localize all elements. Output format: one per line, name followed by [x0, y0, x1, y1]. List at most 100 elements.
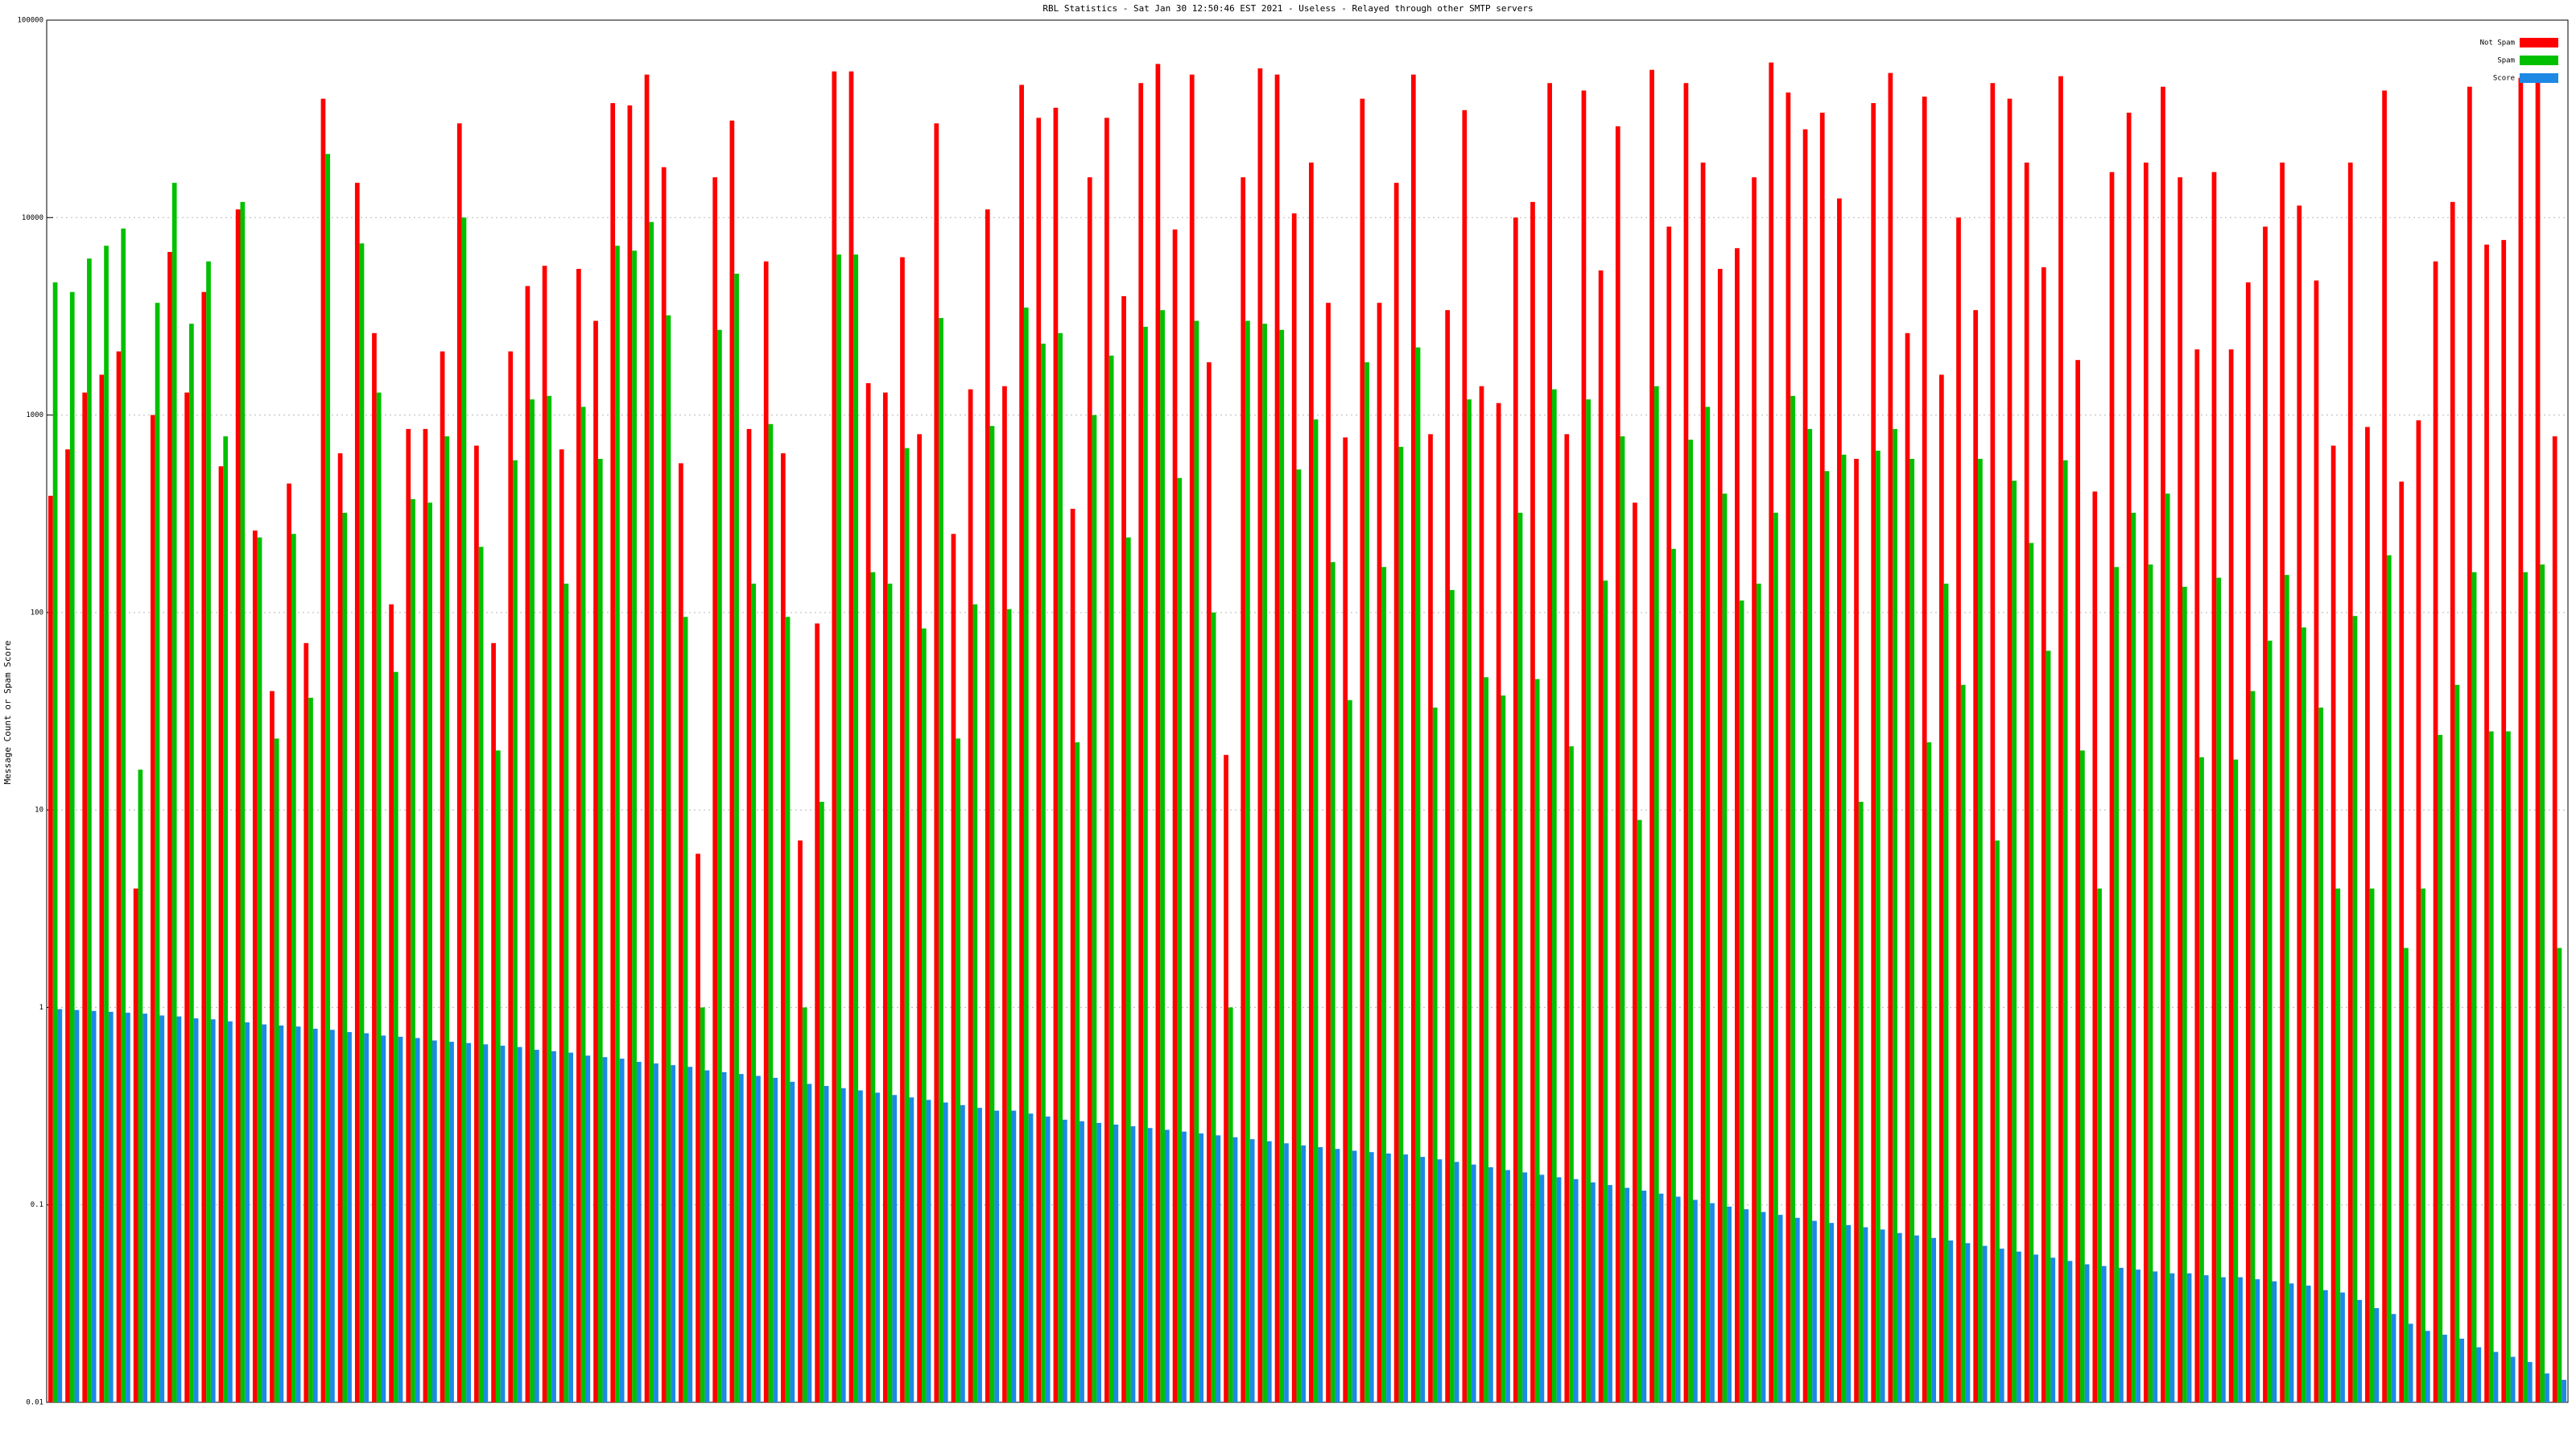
y-tick-label: 10000 — [22, 214, 43, 222]
bar — [1978, 458, 1983, 1402]
bar — [559, 449, 564, 1402]
bar — [721, 1071, 727, 1402]
bar — [1871, 103, 1876, 1402]
bar — [201, 291, 207, 1403]
bar — [1019, 85, 1024, 1403]
bar — [751, 584, 757, 1402]
y-tick-label: 1 — [39, 1004, 43, 1012]
bar — [517, 1046, 522, 1402]
bar — [461, 217, 467, 1403]
bar — [2459, 1338, 2465, 1402]
bar — [1053, 107, 1059, 1403]
bar — [2488, 731, 2494, 1402]
bar — [1683, 83, 1689, 1402]
bar — [1479, 386, 1484, 1403]
bar — [1194, 320, 1199, 1402]
y-axis-label: Message Count or Spam Score — [2, 641, 13, 785]
bar — [602, 1057, 608, 1402]
bar — [1513, 217, 1518, 1403]
bar — [968, 389, 973, 1402]
bar — [892, 1095, 898, 1402]
bar — [2272, 1281, 2277, 1402]
bar — [2211, 171, 2217, 1402]
bar — [756, 1075, 761, 1402]
bar — [1092, 415, 1097, 1402]
bar — [1603, 580, 1608, 1402]
bar — [189, 324, 194, 1402]
bar — [848, 71, 854, 1403]
bar — [171, 183, 177, 1403]
bar — [210, 1019, 216, 1402]
bar — [65, 449, 70, 1402]
bar — [1393, 183, 1399, 1403]
bar — [802, 1007, 807, 1402]
bar — [376, 392, 382, 1402]
bar — [1569, 746, 1574, 1402]
legend-label: Spam — [2497, 57, 2515, 65]
bar — [2169, 1273, 2175, 1402]
legend-swatch — [2520, 73, 2558, 83]
bar — [2518, 77, 2524, 1402]
bar — [513, 460, 518, 1403]
bar — [1939, 374, 1944, 1403]
bar — [287, 483, 291, 1402]
bar — [2097, 888, 2102, 1402]
bar — [2050, 1257, 2056, 1402]
bar — [1398, 447, 1404, 1403]
bar — [773, 1077, 778, 1402]
bar — [2484, 244, 2489, 1402]
bar — [223, 436, 229, 1402]
bar — [2153, 1271, 2158, 1402]
bar — [126, 1013, 130, 1402]
bar — [427, 502, 433, 1403]
bar — [1551, 389, 1557, 1402]
bar — [696, 853, 700, 1402]
bar — [870, 572, 876, 1402]
bar — [2067, 1261, 2073, 1402]
bar — [2267, 640, 2273, 1402]
bar — [2352, 616, 2358, 1402]
bar — [1556, 1177, 1562, 1402]
bar — [1377, 303, 1382, 1402]
bar — [176, 1016, 182, 1402]
bar — [2416, 420, 2421, 1402]
bar — [2289, 1283, 2294, 1402]
bar — [2114, 567, 2120, 1402]
bar — [1863, 1227, 1868, 1402]
bar — [1041, 343, 1046, 1403]
bar — [1108, 355, 1114, 1403]
bar — [342, 512, 348, 1402]
bar — [1956, 217, 1961, 1403]
bar — [836, 254, 841, 1402]
bar — [679, 463, 683, 1402]
bar — [1075, 742, 1080, 1402]
bar — [1284, 1143, 1289, 1402]
bar — [52, 282, 58, 1402]
bar — [666, 315, 671, 1403]
bar — [2131, 512, 2136, 1402]
bar — [1113, 1124, 1119, 1402]
bar — [1045, 1117, 1051, 1402]
bar — [1352, 1150, 1357, 1402]
bar — [1160, 310, 1165, 1402]
bar — [2075, 360, 2081, 1402]
bar — [2442, 1335, 2447, 1402]
bar — [2330, 445, 2336, 1402]
bar — [1445, 310, 1451, 1402]
bar — [1348, 700, 1352, 1402]
bar — [547, 395, 552, 1402]
bar — [2562, 1380, 2566, 1402]
bar — [2545, 1373, 2549, 1402]
bar — [1914, 1235, 1919, 1402]
legend-swatch — [2520, 38, 2558, 47]
bar — [2408, 1323, 2413, 1402]
bar — [1063, 1119, 1067, 1402]
bar — [1888, 72, 1893, 1402]
bar — [1744, 1209, 1749, 1402]
bar — [1973, 310, 1979, 1402]
bar — [1130, 1126, 1136, 1402]
bar — [1785, 92, 1791, 1403]
bar — [1926, 742, 1932, 1402]
bar — [1309, 162, 1314, 1403]
bar — [2535, 77, 2541, 1402]
